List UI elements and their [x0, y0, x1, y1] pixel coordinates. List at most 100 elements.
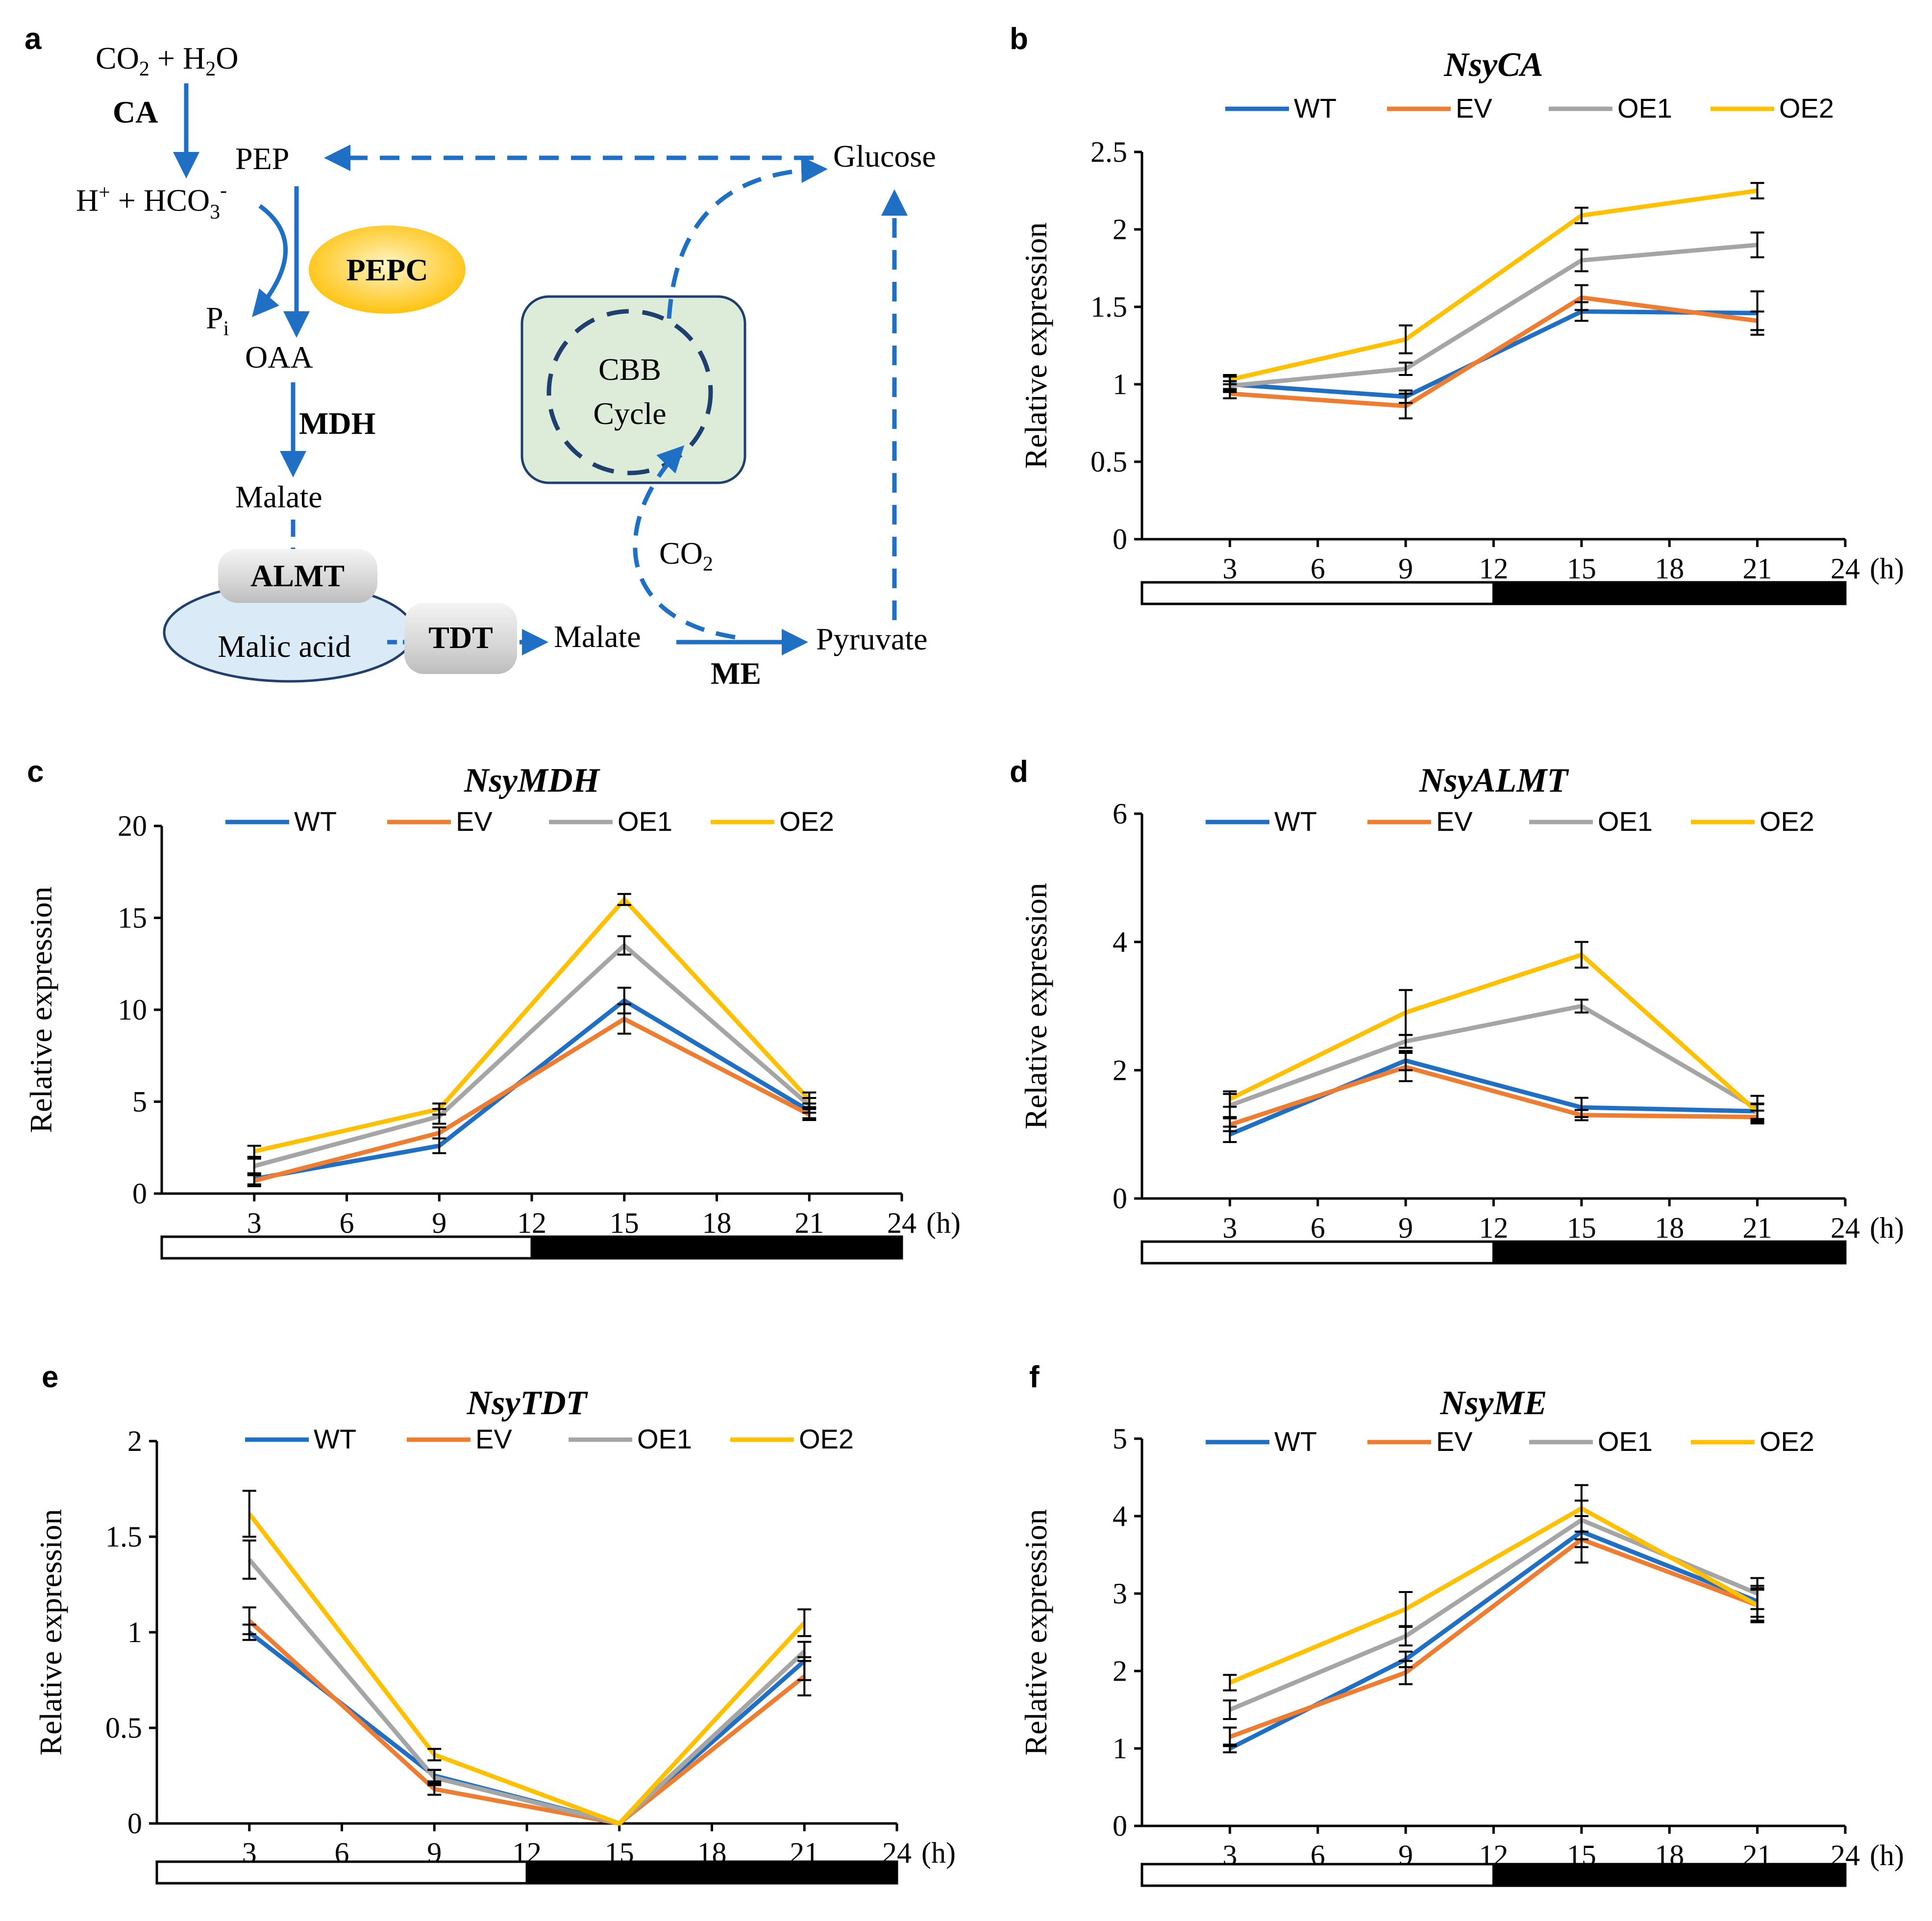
- legend-label-OE1: OE1: [1598, 1426, 1653, 1457]
- dark-period-bar: [525, 1860, 898, 1885]
- label-mdh: MDH: [299, 406, 375, 441]
- series-line-OE1: [248, 1558, 806, 1826]
- dark-period-bar: [1492, 1240, 1847, 1265]
- y-tick-label: 0: [1113, 1810, 1127, 1842]
- legend-label-OE2: OE2: [779, 806, 834, 837]
- y-axis-label: Relative expression: [1018, 1509, 1053, 1756]
- series-line-EV: [1230, 295, 1758, 408]
- label-cbb: CBB: [598, 352, 661, 387]
- label-oaa: OAA: [245, 340, 313, 374]
- light-period-bar: [1140, 1863, 1495, 1887]
- y-axis-label: Relative expression: [1018, 223, 1053, 469]
- chart-NsyMDH: c NsyMDH WT EV OE1 OE2 0 5 10 15 20 3 6 9 12 15 18 21 24 (h…: [24, 755, 961, 1260]
- x-tick-label: 12: [1479, 552, 1509, 585]
- x-tick-label: 24: [1831, 552, 1860, 585]
- label-pi: Pi: [206, 300, 229, 340]
- chart-NsyCA: b NsyCA WT EV OE1 OE2 0 0.5 1 1.5 2 2.5 3 6 9 12 15 18 21 2…: [1010, 22, 1904, 605]
- y-tick-label: 0: [1113, 1182, 1127, 1215]
- x-tick-label: 3: [247, 1207, 262, 1239]
- x-tick-label: 24: [1831, 1212, 1860, 1244]
- y-tick-label: 1: [1113, 368, 1127, 400]
- label-me: ME: [711, 656, 761, 691]
- cbb-cycle-circle: [546, 309, 713, 475]
- y-tick-label: 6: [1113, 798, 1127, 830]
- x-tick-label: 6: [340, 1207, 354, 1239]
- y-tick-label: 2.5: [1090, 136, 1127, 168]
- series-line-OE1: [253, 943, 811, 1169]
- light-period-bar: [155, 1860, 528, 1885]
- x-unit-label: (h): [926, 1207, 961, 1239]
- y-axis-label: Relative expression: [33, 1509, 68, 1756]
- x-tick-label: 15: [610, 1207, 639, 1239]
- x-tick-label: 3: [1222, 552, 1237, 585]
- x-tick-label: 15: [1567, 552, 1596, 585]
- dark-period-bar: [1492, 1863, 1847, 1887]
- y-axis-label: Relative expression: [24, 887, 58, 1133]
- y-tick-label: 1.5: [105, 1521, 142, 1553]
- legend-label-EV: EV: [1456, 93, 1492, 124]
- series-line-EV: [253, 1017, 811, 1183]
- legend-label-OE2: OE2: [799, 1423, 854, 1454]
- y-tick-label: 15: [118, 902, 147, 934]
- y-tick-label: 3: [1113, 1577, 1127, 1610]
- light-period-bar: [160, 1235, 533, 1260]
- x-tick-label: 15: [1567, 1212, 1596, 1244]
- series-line-OE2: [253, 897, 811, 1154]
- series-line-OE1: [1229, 243, 1758, 388]
- x-tick-label: 9: [432, 1207, 446, 1239]
- series-line-OE1: [1229, 1518, 1759, 1712]
- series-line-OE2: [1229, 1506, 1759, 1685]
- panel-letter-f: f: [1029, 1360, 1040, 1394]
- label-ca: CA: [113, 95, 158, 129]
- label-co2-h2o: CO2 + H2O: [96, 41, 238, 80]
- legend-label-OE1: OE1: [618, 806, 672, 837]
- label-almt: ALMT: [250, 558, 345, 593]
- arrow-hco3-to-pi: [252, 204, 288, 317]
- legend-label-OE1: OE1: [637, 1423, 692, 1454]
- y-tick-label: 2: [1113, 213, 1127, 246]
- series-line-OE1: [1229, 1004, 1759, 1111]
- series-line-OE2: [248, 1512, 806, 1826]
- legend-label-EV: EV: [456, 806, 493, 837]
- legend-label-WT: WT: [294, 806, 337, 837]
- x-tick-label: 21: [1743, 552, 1772, 585]
- cbb-box: [520, 295, 746, 484]
- x-tick-label: 9: [1398, 1212, 1413, 1244]
- y-tick-label: 2: [127, 1425, 142, 1457]
- x-tick-label: 6: [1311, 1212, 1325, 1244]
- chart-title: NsyMDH: [464, 762, 601, 799]
- panel-letter-a: a: [25, 22, 42, 56]
- chart-title: NsyTDT: [467, 1384, 589, 1422]
- almt-box: [218, 549, 377, 603]
- x-tick-label: 24: [887, 1207, 916, 1239]
- y-tick-label: 10: [118, 994, 147, 1026]
- y-tick-label: 0.5: [105, 1712, 142, 1744]
- panel-letter-d: d: [1010, 755, 1028, 789]
- legend-label-WT: WT: [314, 1423, 356, 1454]
- legend-label-OE2: OE2: [1779, 93, 1834, 124]
- y-tick-label: 4: [1113, 1500, 1127, 1532]
- y-tick-label: 2: [1113, 1655, 1127, 1687]
- y-tick-label: 4: [1113, 926, 1127, 958]
- legend-label-WT: WT: [1274, 806, 1317, 837]
- legend-label-EV: EV: [1436, 1426, 1473, 1457]
- label-pep: PEP: [235, 141, 289, 176]
- y-tick-label: 5: [132, 1086, 147, 1118]
- x-unit-label: (h): [1870, 1212, 1904, 1244]
- x-tick-label: 9: [1398, 552, 1413, 585]
- x-unit-label: (h): [1870, 552, 1904, 585]
- label-h-hco3: H+ + HCO3-: [76, 179, 227, 224]
- chart-title: NsyCA: [1443, 46, 1543, 84]
- y-tick-label: 5: [1113, 1422, 1127, 1455]
- legend-label-WT: WT: [1274, 1426, 1317, 1457]
- chart-title: NsyME: [1440, 1384, 1547, 1422]
- x-tick-label: 3: [1222, 1212, 1237, 1244]
- x-tick-label: 12: [517, 1207, 546, 1239]
- y-tick-label: 1: [1113, 1732, 1127, 1765]
- y-tick-label: 0.5: [1090, 446, 1127, 478]
- label-pepc: PEPC: [346, 252, 428, 287]
- legend-label-EV: EV: [1436, 806, 1473, 837]
- label-tdt: TDT: [428, 620, 493, 655]
- y-tick-label: 0: [132, 1177, 147, 1210]
